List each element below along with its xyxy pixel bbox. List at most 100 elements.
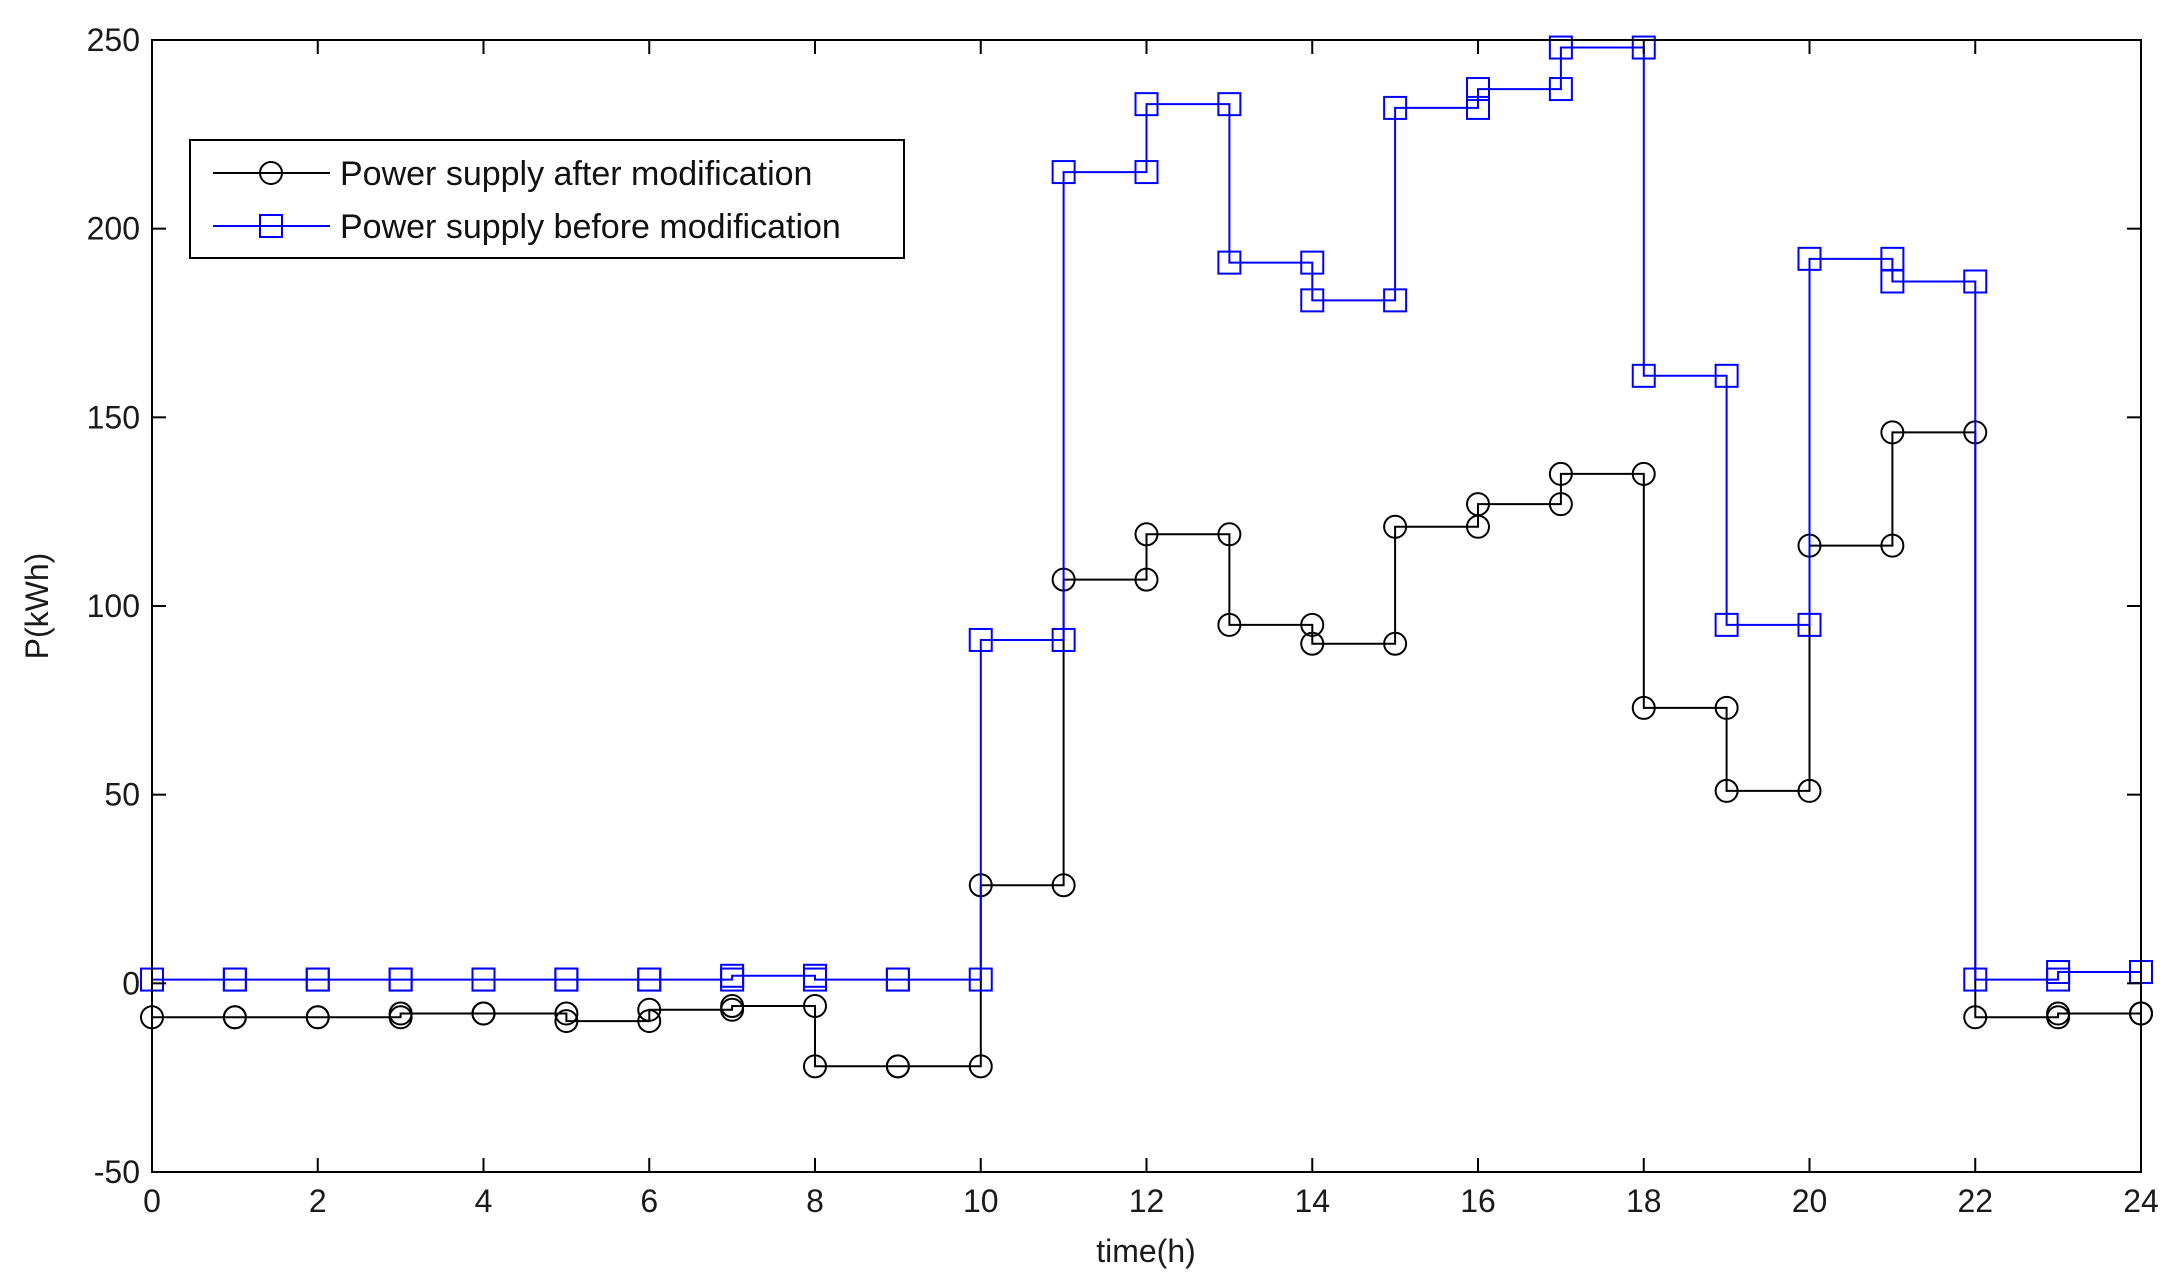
data-point-marker xyxy=(1880,533,1905,558)
legend-label-before: Power supply before modification xyxy=(340,208,841,246)
data-point-marker xyxy=(471,967,496,992)
data-point-marker xyxy=(1631,461,1656,486)
data-point-marker xyxy=(1548,35,1573,60)
data-point-marker xyxy=(2046,960,2071,985)
data-point-marker xyxy=(1963,1005,1988,1030)
x-tick-label: 8 xyxy=(806,1183,824,1219)
data-point-marker xyxy=(1548,492,1573,517)
y-tick-label: 250 xyxy=(87,22,140,58)
data-point-marker xyxy=(554,967,579,992)
y-axis-title: P(kWh) xyxy=(19,553,55,660)
data-point-marker xyxy=(2046,1001,2071,1026)
data-point-marker xyxy=(1466,492,1490,517)
data-point-marker xyxy=(1134,567,1159,592)
data-point-marker xyxy=(1963,269,1988,294)
data-point-marker xyxy=(968,627,993,652)
y-tick-label: -50 xyxy=(94,1154,140,1190)
data-point-marker xyxy=(305,1005,330,1030)
data-point-marker xyxy=(803,993,827,1018)
data-point-marker xyxy=(1466,77,1490,102)
x-tick-label: 6 xyxy=(640,1183,658,1219)
data-point-marker xyxy=(554,1009,579,1034)
x-tick-label: 14 xyxy=(1294,1183,1330,1219)
data-point-marker xyxy=(1300,250,1325,275)
data-point-marker xyxy=(1963,967,1988,992)
data-point-marker xyxy=(554,1001,579,1026)
data-point-marker xyxy=(1797,612,1822,637)
data-point-marker xyxy=(388,967,413,992)
data-point-marker xyxy=(637,967,662,992)
legend-marker-before xyxy=(259,214,283,238)
data-point-marker xyxy=(1797,246,1822,271)
x-tick-label: 24 xyxy=(2123,1183,2159,1219)
data-point-marker xyxy=(885,1054,910,1079)
data-point-marker xyxy=(1300,631,1325,656)
x-axis-title: time(h) xyxy=(1096,1233,1196,1269)
data-point-marker xyxy=(1714,695,1739,720)
series-line xyxy=(152,46,2141,981)
data-point-marker xyxy=(1880,420,1905,445)
x-tick-label: 16 xyxy=(1460,1183,1496,1219)
data-point-marker xyxy=(1466,95,1490,120)
data-point-marker xyxy=(1134,522,1159,547)
data-point-marker xyxy=(1051,627,1076,652)
data-point-marker xyxy=(720,963,745,988)
data-point-marker xyxy=(471,1001,496,1026)
data-point-marker xyxy=(803,967,827,992)
data-point-marker xyxy=(1548,461,1573,486)
data-point-marker xyxy=(222,967,247,992)
data-point-marker xyxy=(1217,612,1242,637)
data-point-marker xyxy=(1714,778,1739,803)
data-point-marker xyxy=(968,967,993,992)
y-tick-label: 0 xyxy=(122,965,140,1001)
data-point-marker xyxy=(637,1009,662,1034)
x-tick-label: 18 xyxy=(1626,1183,1662,1219)
data-point-marker xyxy=(1714,363,1739,388)
data-point-marker xyxy=(305,967,330,992)
data-point-marker xyxy=(1383,514,1408,539)
data-point-marker xyxy=(222,1005,247,1030)
data-point-marker xyxy=(1134,92,1159,117)
data-point-marker xyxy=(1300,612,1325,637)
y-tick-label: 50 xyxy=(104,777,140,813)
x-tick-label: 0 xyxy=(143,1183,161,1219)
legend-label-after: Power supply after modification xyxy=(340,155,812,193)
legend-marker-after xyxy=(259,161,283,185)
x-tick-label: 4 xyxy=(475,1183,493,1219)
data-point-marker xyxy=(1217,522,1242,547)
x-tick-label: 10 xyxy=(963,1183,999,1219)
data-point-marker xyxy=(1880,269,1905,294)
y-tick-label: 100 xyxy=(87,588,140,624)
data-point-marker xyxy=(1217,250,1242,275)
x-tick-label: 12 xyxy=(1129,1183,1165,1219)
data-point-marker xyxy=(1051,873,1076,898)
series-layer xyxy=(140,35,2153,1079)
data-point-marker xyxy=(1134,160,1159,185)
data-point-marker xyxy=(885,967,910,992)
data-point-marker xyxy=(388,1001,413,1026)
data-point-marker xyxy=(803,1054,827,1079)
data-point-marker xyxy=(968,1054,993,1079)
data-point-marker xyxy=(1383,95,1408,120)
data-point-marker xyxy=(1383,288,1408,313)
x-tick-label: 2 xyxy=(309,1183,327,1219)
x-tick-label: 22 xyxy=(1957,1183,1993,1219)
data-point-marker xyxy=(637,997,662,1022)
data-point-marker xyxy=(720,993,745,1018)
data-point-marker xyxy=(1217,92,1242,117)
data-point-marker xyxy=(1051,160,1076,185)
data-point-marker xyxy=(1631,695,1656,720)
x-tick-label: 20 xyxy=(1792,1183,1828,1219)
data-point-marker xyxy=(1631,363,1656,388)
data-point-marker xyxy=(1714,612,1739,637)
legend: Power supply after modification Power su… xyxy=(189,139,905,259)
data-point-marker xyxy=(1548,77,1573,102)
data-point-marker xyxy=(1300,288,1325,313)
data-point-marker xyxy=(1797,778,1822,803)
y-tick-label: 200 xyxy=(87,211,140,247)
legend-box xyxy=(189,139,905,259)
data-point-marker xyxy=(1631,35,1656,60)
data-point-marker xyxy=(1383,631,1408,656)
y-tick-label: 150 xyxy=(87,399,140,435)
